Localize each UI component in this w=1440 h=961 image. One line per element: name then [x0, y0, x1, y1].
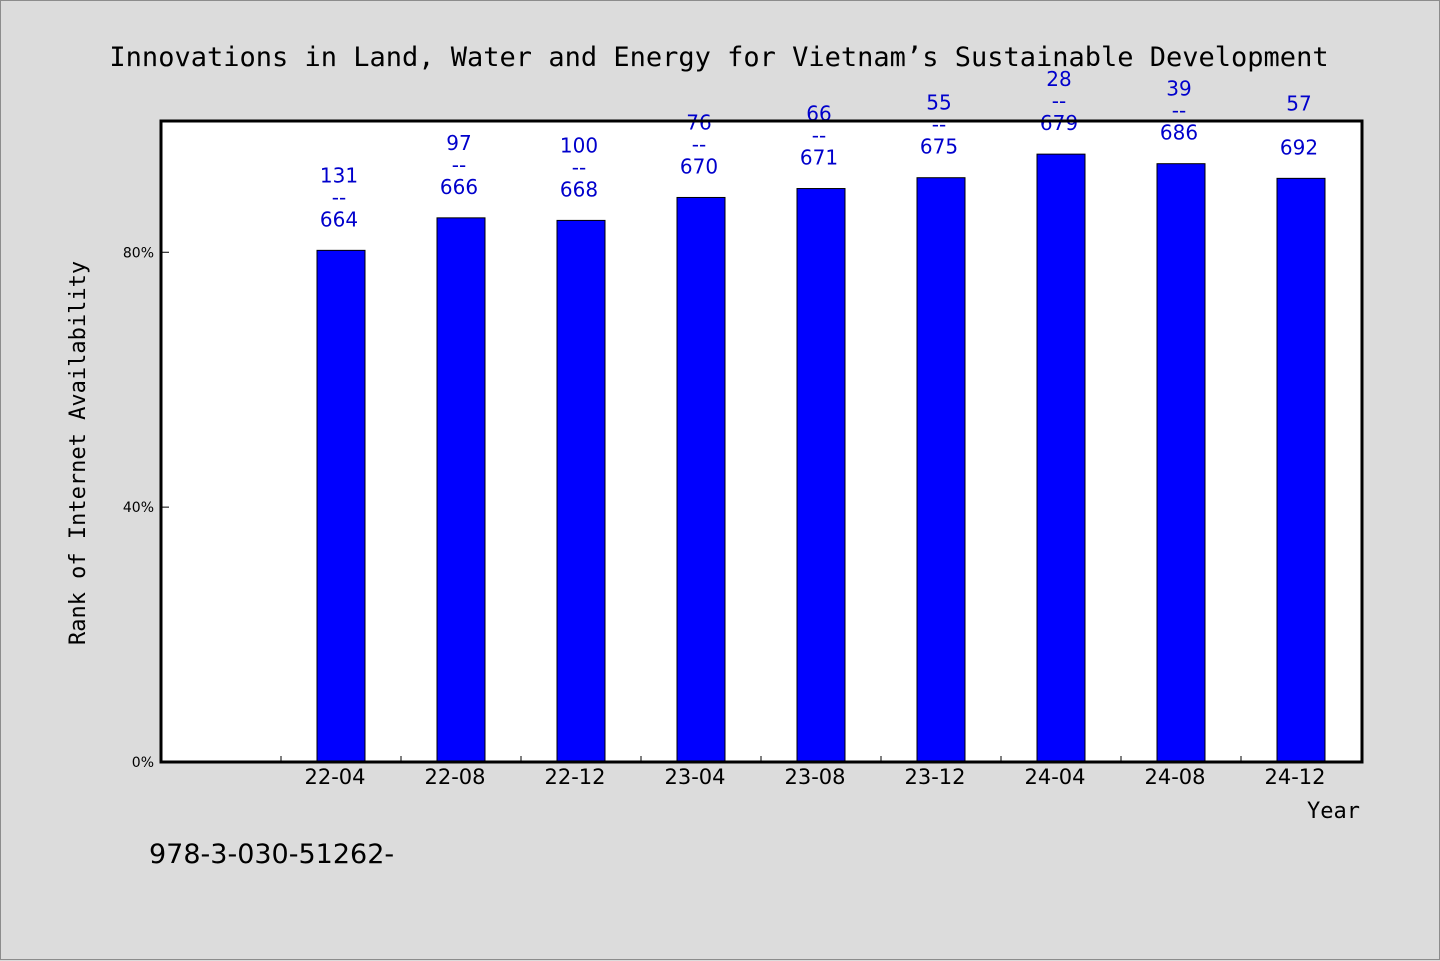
data-label-23-12-separator: --: [932, 113, 946, 137]
data-label-23-04-bottom: 670: [680, 154, 718, 178]
data-label-22-08-separator: --: [452, 153, 466, 177]
y-tick-label-40: 40%: [123, 500, 154, 516]
y-axis-ticks: 0% 40% 80%: [123, 245, 169, 771]
bar-24-08: [1156, 163, 1206, 763]
data-label-23-12-bottom: 675: [920, 135, 958, 159]
data-label-22-08-bottom: 666: [440, 175, 478, 199]
bar-23-08: [796, 188, 846, 763]
x-axis-title: Year: [1307, 799, 1360, 824]
x-tick-label-22-04: 22-04: [304, 765, 365, 789]
bar-22-04: [316, 249, 366, 763]
x-axis-ticks: 22-04 22-08 22-12 23-04 23-08 23-12 24-04 24-08…: [280, 756, 1362, 789]
bar-24-12: [1276, 177, 1326, 763]
data-label-23-04-separator: --: [692, 132, 706, 156]
chart-title: Innovations in Land, Water and Energy fo…: [109, 42, 1328, 73]
data-label-22-04-separator: --: [332, 185, 346, 209]
data-label-24-08-bottom: 686: [1160, 121, 1198, 145]
x-tick-label-22-08: 22-08: [424, 765, 485, 789]
data-label-23-08-separator: --: [812, 124, 826, 148]
data-label-23-12-top: 55: [926, 91, 951, 115]
y-axis-title: Rank of Internet Availability: [66, 261, 91, 645]
data-label-22-12-separator: --: [572, 155, 586, 179]
data-label-22-04-bottom: 664: [320, 207, 358, 231]
bar-23-12: [916, 177, 966, 763]
x-tick-label-22-12: 22-12: [544, 765, 605, 789]
y-tick-label-0: 0%: [132, 755, 154, 771]
data-label-24-04-top: 28: [1046, 67, 1071, 91]
data-label-24-12-top: 57: [1286, 91, 1311, 115]
x-tick-label-24-12: 24-12: [1264, 765, 1325, 789]
x-tick-label-23-08: 23-08: [784, 765, 845, 789]
data-label-22-12-top: 100: [560, 133, 598, 157]
data-labels: 131--66497--666100--66876--67066--67155-…: [320, 67, 1318, 231]
data-label-22-04-top: 131: [320, 163, 358, 187]
data-label-22-08-top: 97: [446, 131, 471, 155]
data-label-24-04-separator: --: [1052, 89, 1066, 113]
bars: [316, 153, 1326, 763]
x-tick-label-24-08: 24-08: [1144, 765, 1205, 789]
bar-23-04: [676, 196, 726, 763]
bar-22-12: [556, 219, 606, 763]
x-tick-label-24-04: 24-04: [1024, 765, 1085, 789]
data-label-24-12-bottom: 692: [1280, 135, 1318, 159]
x-tick-label-23-12: 23-12: [904, 765, 965, 789]
x-tick-label-23-04: 23-04: [664, 765, 725, 789]
footer-text: 978-3-030-51262-: [149, 839, 394, 870]
data-label-23-08-bottom: 671: [800, 146, 838, 170]
data-label-24-08-top: 39: [1166, 77, 1191, 101]
bar-22-08: [436, 217, 486, 763]
data-label-24-08-separator: --: [1172, 99, 1186, 123]
data-label-24-04-bottom: 679: [1040, 111, 1078, 135]
data-label-22-12-bottom: 668: [560, 177, 598, 201]
y-tick-label-80: 80%: [123, 245, 154, 261]
bar-24-04: [1036, 153, 1086, 763]
